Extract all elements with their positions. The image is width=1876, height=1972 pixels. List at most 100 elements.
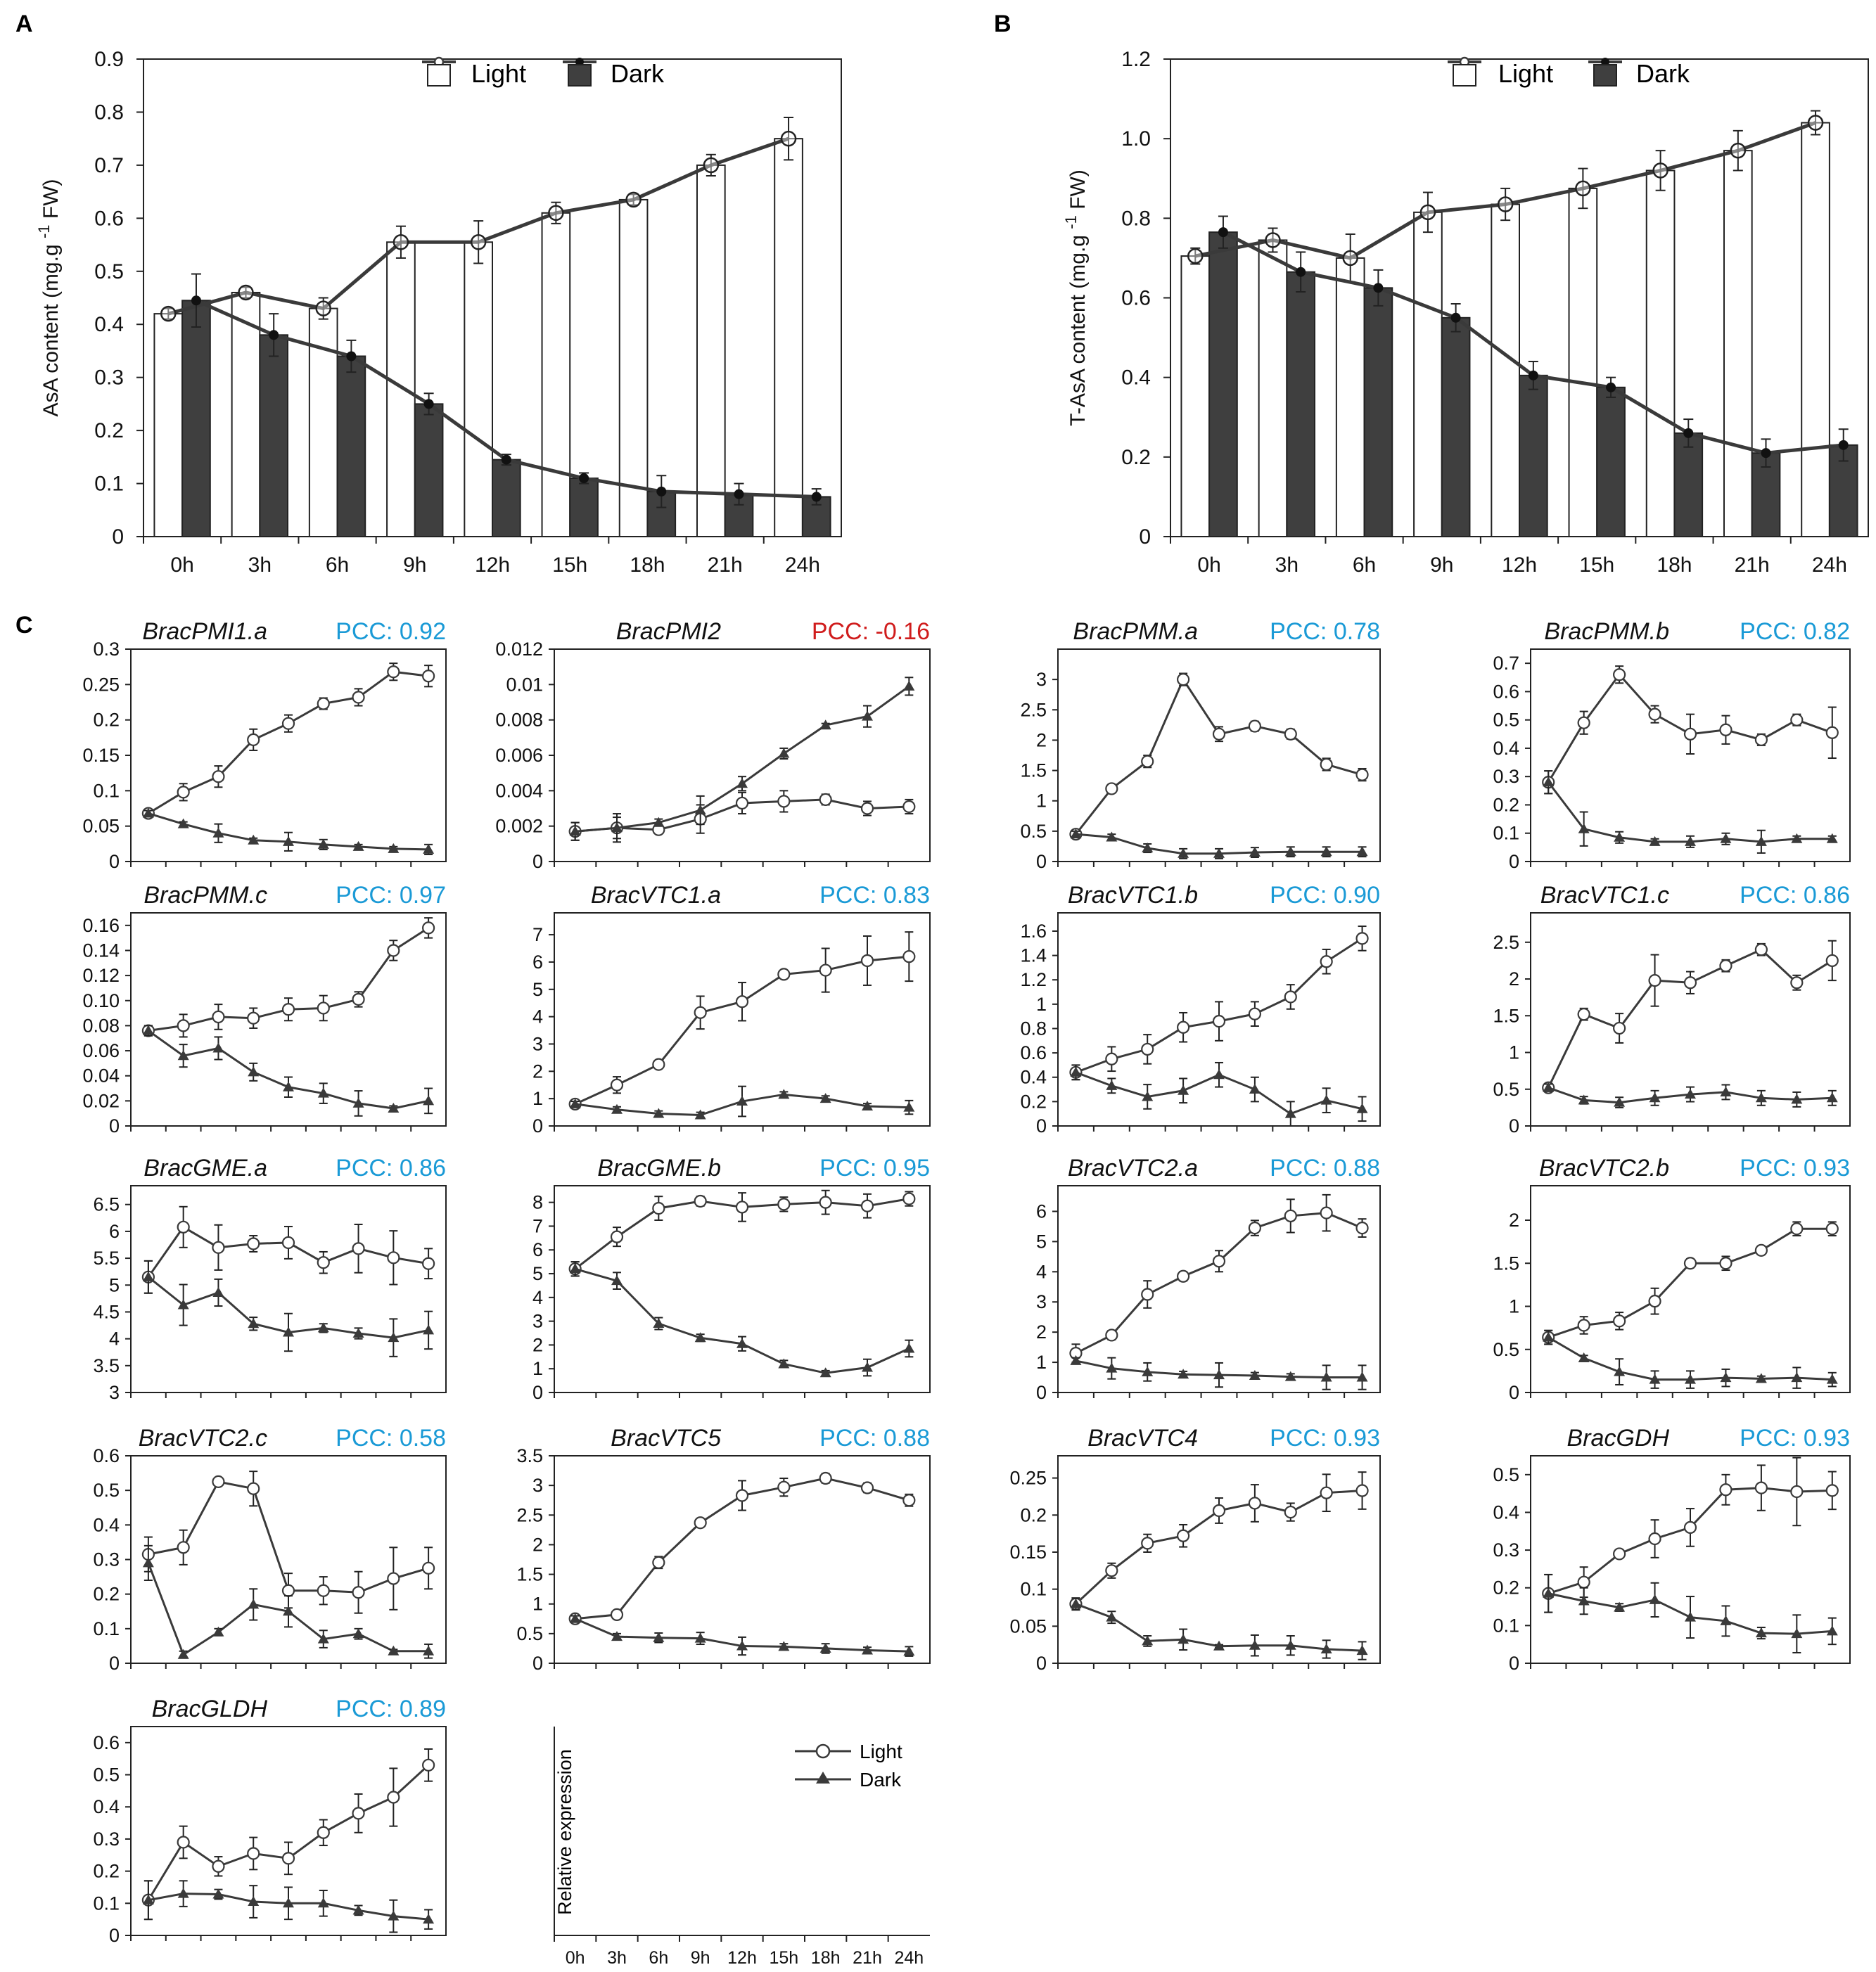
point-light	[902, 950, 916, 963]
point-light	[422, 670, 435, 683]
bar-light	[1491, 203, 1521, 537]
point-light	[387, 944, 400, 957]
point-light	[422, 1257, 435, 1270]
point-light	[281, 1584, 295, 1597]
y-tick-label: 0	[532, 851, 543, 872]
point-dark	[212, 1042, 224, 1053]
point-dark	[1142, 843, 1154, 853]
point-light	[1754, 1243, 1768, 1257]
plot-frame	[1057, 912, 1381, 1127]
point-light	[694, 1006, 707, 1019]
point-light	[1613, 1547, 1626, 1561]
point-light	[422, 921, 435, 935]
y-tick-label: 0.3	[93, 639, 120, 660]
point-dark	[611, 1275, 623, 1286]
y-tick-label: 0.5	[1493, 1339, 1519, 1360]
point-light	[777, 1198, 791, 1211]
y-tick-label: 0.2	[94, 419, 124, 442]
gene-title: BracGLDH	[152, 1696, 268, 1722]
y-tick-label: 0	[112, 525, 124, 549]
point-dark	[1649, 1374, 1661, 1384]
y-tick-label: 1	[532, 1358, 543, 1379]
y-tick-label: 0	[532, 1382, 543, 1403]
y-tick-label: 1.5	[516, 1564, 543, 1585]
point-dark	[212, 1626, 224, 1637]
point-light	[1719, 723, 1733, 736]
point-light	[1683, 1257, 1697, 1270]
y-tick-label: 3	[1036, 1291, 1047, 1312]
point-dark	[1106, 1362, 1118, 1373]
legend-label-dark: Dark	[1636, 59, 1690, 88]
x-tick-label: 12h	[475, 553, 510, 577]
point-light	[902, 800, 916, 814]
gene-title: BracVTC5	[611, 1425, 721, 1452]
pcc-value: PCC: 0.93	[1270, 1425, 1380, 1452]
point-light	[212, 1475, 225, 1488]
y-tick-label: 0	[532, 1115, 543, 1137]
point-light	[1683, 976, 1697, 990]
point-light	[1652, 162, 1668, 179]
point-dark	[142, 807, 154, 818]
plot-frame	[1530, 912, 1851, 1127]
point-light	[1177, 1269, 1190, 1283]
y-tick-label: 0.4	[93, 1796, 120, 1817]
y-tick-label: 0.5	[93, 1480, 120, 1501]
point-dark	[819, 1642, 831, 1653]
point-dark	[1578, 1352, 1590, 1362]
bar-dark	[1519, 374, 1548, 538]
bar-dark	[1208, 231, 1238, 537]
point-dark	[142, 1271, 154, 1281]
y-tick-label: 0	[1139, 525, 1151, 549]
x-tick-label: 18h	[1657, 553, 1692, 577]
y-tick-label: 0.15	[82, 745, 120, 766]
point-light	[352, 1586, 365, 1599]
point-light	[1419, 204, 1436, 221]
point-dark	[736, 778, 748, 788]
y-tick-label: 0	[109, 851, 120, 872]
x-tick-label: 3h	[248, 553, 272, 577]
y-tick-label: 0.6	[1020, 1042, 1047, 1063]
bar-light	[774, 138, 803, 537]
y-tick-label: 4	[532, 1006, 543, 1027]
chart-g11: BracVTC2.a PCC: 0.88 0 1 2 3 4 5 6	[1036, 1155, 1381, 1403]
y-tick-label: 0.6	[94, 207, 124, 230]
y-tick-label: 0.5	[516, 1623, 543, 1644]
point-light	[902, 1494, 916, 1507]
point-dark	[903, 680, 915, 691]
point-dark	[1685, 1374, 1696, 1384]
point-dark	[352, 1904, 364, 1915]
y-tick-label: 0.1	[1493, 1615, 1519, 1636]
point-light	[352, 992, 365, 1006]
y-tick-label: 5	[1036, 1231, 1047, 1252]
y-tick-label: 1	[1509, 1296, 1519, 1317]
y-tick-label: 0.12	[82, 965, 120, 986]
point-light	[819, 793, 832, 807]
point-dark	[778, 748, 790, 758]
x-tick-label: 0h	[566, 1948, 585, 1968]
point-dark	[611, 1631, 623, 1641]
point-light	[735, 1489, 749, 1502]
series-line-light	[1075, 677, 1363, 835]
y-tick-label: 0.1	[1020, 1579, 1047, 1600]
point-light	[1613, 1021, 1626, 1035]
y-tick-label: 6	[1036, 1201, 1047, 1222]
y-tick-label: 0.2	[93, 1584, 120, 1605]
point-dark	[177, 1050, 189, 1061]
bar-light	[541, 212, 571, 537]
y-tick-label: 0.1	[93, 1618, 120, 1639]
point-dark	[1838, 440, 1849, 450]
point-dark	[734, 489, 744, 499]
point-light	[1141, 1537, 1154, 1550]
point-dark	[653, 1318, 665, 1328]
point-light	[735, 1201, 749, 1214]
point-dark	[1178, 847, 1189, 858]
point-light	[281, 1003, 295, 1016]
point-light	[1730, 142, 1747, 159]
y-tick-label: 0.3	[93, 1549, 120, 1570]
point-light	[902, 1192, 916, 1205]
point-light	[1284, 990, 1297, 1004]
y-tick-label: 0.16	[82, 915, 120, 936]
point-dark	[212, 827, 224, 838]
y-tick-label: 0.8	[1121, 207, 1151, 230]
point-light	[281, 1236, 295, 1250]
